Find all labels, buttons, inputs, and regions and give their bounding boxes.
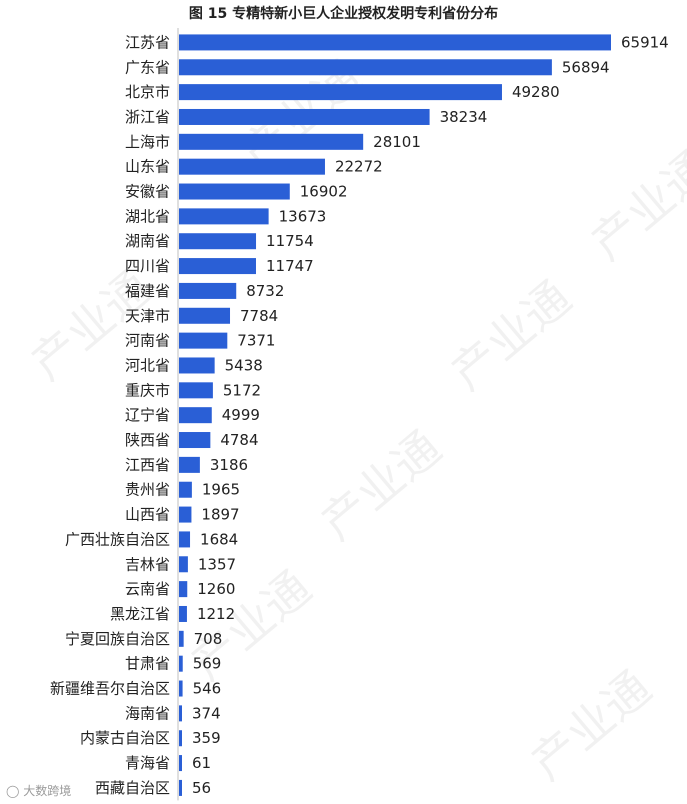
category-label: 内蒙古自治区 (80, 729, 170, 747)
category-label: 新疆维吾尔自治区 (50, 680, 170, 698)
data-label: 1684 (200, 530, 238, 548)
bar (179, 332, 228, 349)
data-label: 3186 (210, 456, 248, 474)
data-label: 708 (194, 630, 223, 648)
category-label: 重庆市 (125, 381, 170, 399)
bar (179, 605, 187, 622)
category-label: 云南省 (125, 580, 170, 598)
bar (179, 730, 182, 747)
category-label: 甘肃省 (125, 655, 170, 673)
category-label: 陕西省 (125, 431, 170, 449)
watermark-footer-icon: ◯ (6, 784, 20, 798)
bar (179, 779, 182, 796)
data-label: 546 (193, 680, 222, 698)
data-label: 38234 (440, 108, 488, 126)
data-label: 569 (193, 655, 222, 673)
data-label: 61 (192, 754, 211, 772)
category-label: 山东省 (125, 158, 170, 176)
category-label: 辽宁省 (125, 406, 170, 424)
data-label: 56 (192, 779, 211, 797)
data-label: 11747 (266, 257, 314, 275)
data-label: 1260 (197, 580, 235, 598)
bar (179, 556, 188, 573)
category-label: 浙江省 (125, 108, 170, 126)
bar (179, 183, 290, 200)
bar (179, 481, 192, 498)
category-label: 安徽省 (125, 183, 170, 201)
category-label: 青海省 (125, 754, 170, 772)
category-label: 北京市 (125, 83, 170, 101)
bar (179, 705, 182, 722)
category-label: 山西省 (125, 506, 170, 524)
bar (179, 133, 364, 150)
category-label: 天津市 (125, 307, 170, 325)
data-label: 16902 (300, 183, 348, 201)
bar (179, 34, 611, 51)
bar (179, 456, 200, 473)
category-label: 河北省 (125, 356, 170, 374)
category-label: 江西省 (125, 456, 170, 474)
bar (179, 59, 552, 76)
category-label: 河南省 (125, 332, 170, 350)
data-label: 7371 (237, 332, 275, 350)
data-label: 22272 (335, 158, 383, 176)
data-label: 28101 (373, 133, 421, 151)
bar (179, 357, 215, 374)
category-label: 广东省 (125, 58, 170, 76)
data-label: 1357 (198, 555, 236, 573)
bar (179, 307, 231, 324)
data-label: 1212 (197, 605, 235, 623)
category-label: 广西壮族自治区 (65, 530, 170, 548)
watermark-footer-text: 大数跨境 (23, 784, 72, 798)
bar (179, 282, 237, 299)
data-label: 5438 (225, 356, 263, 374)
bar (179, 233, 257, 250)
category-label: 江苏省 (125, 33, 170, 51)
data-label: 65914 (621, 33, 669, 51)
data-label: 4784 (220, 431, 258, 449)
data-label: 359 (192, 729, 221, 747)
category-label: 海南省 (125, 704, 170, 722)
bar (179, 158, 325, 175)
bar (179, 382, 213, 399)
category-label: 福建省 (125, 282, 170, 300)
data-label: 11754 (266, 232, 314, 250)
watermark-footer: ◯ 大数跨境 (6, 782, 71, 799)
bar (179, 432, 211, 449)
bar (179, 506, 192, 523)
bar (179, 581, 188, 598)
data-label: 8732 (246, 282, 284, 300)
data-label: 13673 (279, 207, 327, 225)
category-label: 黑龙江省 (110, 605, 170, 623)
bar (179, 755, 182, 772)
data-label: 374 (192, 704, 221, 722)
data-label: 7784 (240, 307, 278, 325)
data-label: 56894 (562, 58, 610, 76)
category-label: 湖南省 (125, 232, 170, 250)
category-label: 湖北省 (125, 207, 170, 225)
category-label: 贵州省 (125, 481, 170, 499)
data-label: 5172 (223, 381, 261, 399)
bar (179, 208, 269, 225)
category-label: 西藏自治区 (95, 779, 170, 797)
category-label: 吉林省 (125, 555, 170, 573)
category-label: 宁夏回族自治区 (65, 630, 170, 648)
bar (179, 108, 430, 125)
bar (179, 655, 183, 672)
bar (179, 258, 256, 275)
chart-title: 图 15 专精特新小巨人企业授权发明专利省份分布 (188, 6, 499, 22)
data-label: 1965 (202, 481, 240, 499)
bar (179, 531, 191, 548)
bar (179, 630, 184, 647)
data-label: 1897 (201, 506, 239, 524)
bar (179, 84, 502, 101)
bar (179, 407, 212, 424)
category-label: 上海市 (125, 133, 170, 151)
data-label: 49280 (512, 83, 560, 101)
category-label: 四川省 (125, 257, 170, 275)
bar (179, 680, 183, 697)
data-label: 4999 (222, 406, 260, 424)
